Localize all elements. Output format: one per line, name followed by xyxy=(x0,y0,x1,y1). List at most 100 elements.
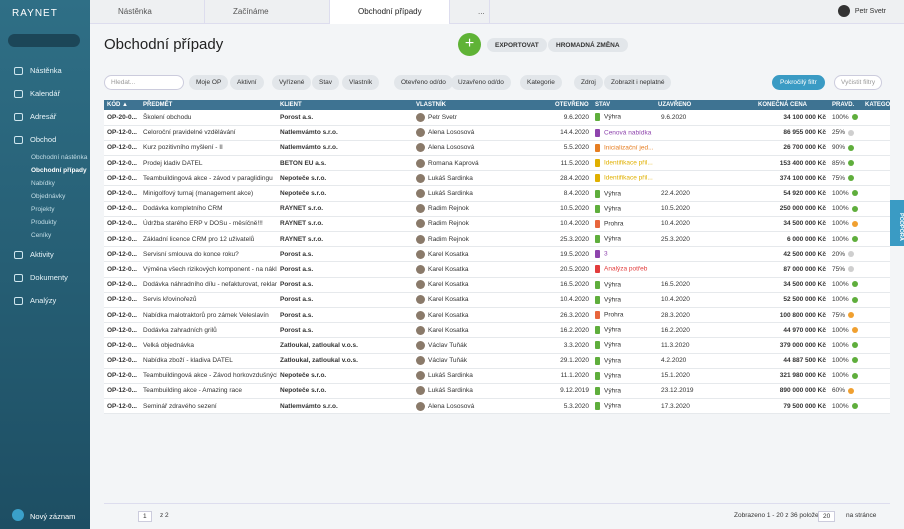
opened: 28.4.2020 xyxy=(552,170,592,187)
sub-item[interactable]: Ceníky xyxy=(31,232,52,239)
filter-chip[interactable]: Zobrazit i neplatné xyxy=(604,75,672,90)
prob-cell: 75% xyxy=(829,170,862,187)
sub-item[interactable]: Objednávky xyxy=(31,193,66,200)
support-tab[interactable]: PODPORA xyxy=(890,200,904,246)
row[interactable]: OP-12-0... Základní licence CRM pro 12 už… xyxy=(104,231,890,248)
probability: 100% xyxy=(832,357,849,365)
column-header[interactable]: KONEČNÁ CENA xyxy=(755,100,829,110)
owner: Alena Lososová xyxy=(428,144,475,152)
probability: 20% xyxy=(832,250,846,258)
row[interactable]: OP-12-0... Dodávka zahradních grilů Porost… xyxy=(104,322,890,339)
row[interactable]: OP-20-0... Školení obchodu Porost a.s. Petr… xyxy=(104,110,890,126)
clear-filters[interactable]: Vyčistit filtry xyxy=(834,75,883,90)
prob-cell: 100% xyxy=(829,110,862,126)
filter-chip[interactable]: Vyřízené xyxy=(272,75,312,90)
column-header[interactable]: PŘEDMĚT xyxy=(140,100,277,110)
filter-chip[interactable]: Uzavřeno od/do xyxy=(451,75,511,90)
bulk-button[interactable]: HROMADNÁ ZMĚNA xyxy=(548,38,628,52)
column-header[interactable]: VLASTNÍK xyxy=(413,100,552,110)
page-count: z 2 xyxy=(160,512,169,519)
export-button[interactable]: EXPORTOVAT xyxy=(487,38,547,52)
nav-item[interactable]: Analýzy xyxy=(14,296,56,305)
row[interactable]: OP-12-0... Celoroční pravidelné vzděláván… xyxy=(104,125,890,141)
filter-chip[interactable]: Otevřeno od/do xyxy=(394,75,453,90)
column-header[interactable]: STAV xyxy=(592,100,655,110)
add-button[interactable]: + xyxy=(458,33,481,56)
filter-chip[interactable]: Vlastník xyxy=(342,75,380,90)
column-header[interactable]: PRAVD. xyxy=(829,100,862,110)
search[interactable] xyxy=(8,34,80,47)
filter-bar: Hledat... Pokročilý filtr Vyčistit filtr… xyxy=(104,74,890,92)
column-header[interactable]: KLIENT xyxy=(277,100,413,110)
subject: Dodávka kompletního CRM xyxy=(140,201,277,217)
row[interactable]: OP-12-0... Servisní smlouva do konce roku… xyxy=(104,246,890,263)
nav-item[interactable]: Obchod xyxy=(14,135,56,144)
advanced-filter[interactable]: Pokročilý filtr xyxy=(772,75,825,90)
sub-item[interactable]: Obchodní případy xyxy=(31,167,87,174)
row[interactable]: OP-12-0... Dodávka kompletního CRM RAYNET … xyxy=(104,201,890,217)
tab[interactable]: Začínáme xyxy=(205,0,330,24)
status: Výhra xyxy=(604,402,621,410)
tab[interactable]: ... xyxy=(450,0,490,24)
closed: 23.12.2019 xyxy=(655,383,755,400)
owner-cell: Karel Kosatka xyxy=(413,322,552,339)
filter-search[interactable]: Hledat... xyxy=(104,75,184,90)
per-page[interactable]: 20 xyxy=(818,511,836,522)
closed xyxy=(655,246,755,263)
sub-item[interactable]: Nabídky xyxy=(31,180,55,187)
category xyxy=(862,231,890,248)
tab[interactable]: Obchodní případy xyxy=(330,0,450,24)
filter-chip[interactable]: Moje OP xyxy=(189,75,229,90)
row[interactable]: OP-12-0... Velká objednávka Zatloukal, zat… xyxy=(104,337,890,354)
row[interactable]: OP-12-0... Prodej kladiv DATEL BETON EU a.… xyxy=(104,155,890,172)
row[interactable]: OP-12-0... Teambuildingová akce - Závod h… xyxy=(104,368,890,384)
closed: 17.3.2020 xyxy=(655,398,755,415)
row[interactable]: OP-12-0... Minigolfový turnaj (management… xyxy=(104,185,890,202)
sub-item[interactable]: Produkty xyxy=(31,219,57,226)
prob-cell: 100% xyxy=(829,216,862,233)
nav-item[interactable]: Adresář xyxy=(14,112,56,121)
prob-dot xyxy=(851,235,858,242)
client: Porost a.s. xyxy=(277,277,413,293)
column-header[interactable]: OTEVŘENO xyxy=(552,100,592,110)
owner: Lukáš Sardinka xyxy=(428,387,473,395)
page-input[interactable]: 1 xyxy=(138,511,152,522)
row[interactable]: OP-12-0... Výměna všech rizikových kompon… xyxy=(104,261,890,278)
row[interactable]: OP-12-0... Údržba starého ERP v DOSu - mě… xyxy=(104,216,890,233)
probability: 75% xyxy=(832,174,846,182)
nav-item[interactable]: Dokumenty xyxy=(14,273,68,282)
sub-item[interactable]: Projekty xyxy=(31,206,55,213)
filter-chip[interactable]: Stav xyxy=(312,75,340,90)
tab[interactable]: Nástěnka xyxy=(90,0,205,24)
nav-item[interactable]: Aktivity xyxy=(14,250,54,259)
nav-item[interactable]: Nástěnka xyxy=(14,66,62,75)
row[interactable]: OP-12-0... Nabídka malotraktorů pro zámek… xyxy=(104,307,890,324)
status: Výhra xyxy=(604,357,621,365)
filter-chip[interactable]: Zdroj xyxy=(574,75,603,90)
column-header[interactable]: KATEGOR xyxy=(862,100,890,110)
prob-cell: 100% xyxy=(829,368,862,384)
filter-chip[interactable]: Kategorie xyxy=(520,75,562,90)
nav-item[interactable]: Kalendář xyxy=(14,89,60,98)
column-header[interactable]: KÓD ▲ xyxy=(104,100,140,110)
filter-chip[interactable]: Aktivní xyxy=(230,75,264,90)
user[interactable]: Petr Svetr xyxy=(854,8,886,15)
column-header[interactable]: UZAVŘENO xyxy=(655,100,755,110)
client: Porost a.s. xyxy=(277,307,413,324)
sub-item[interactable]: Obchodní nástěnka xyxy=(31,154,88,161)
code: OP-12-0... xyxy=(104,292,140,308)
row[interactable]: OP-12-0... Teambuildingová akce - závod v… xyxy=(104,170,890,187)
subject: Dodávka náhradního dílu - nefakturovat, … xyxy=(140,277,277,293)
row[interactable]: OP-12-0... Teambuilding akce - Amazing ra… xyxy=(104,383,890,400)
new-record[interactable]: Nový záznam xyxy=(30,512,76,521)
row[interactable]: OP-12-0... Kurz pozitivního myšlení - II N… xyxy=(104,140,890,157)
status-icon xyxy=(595,159,600,168)
row[interactable]: OP-12-0... Dodávka náhradního dílu - nefa… xyxy=(104,277,890,293)
row[interactable]: OP-12-0... Nabídka zboží - kladiva DATEL Z… xyxy=(104,353,890,369)
new-icon[interactable] xyxy=(12,509,24,521)
row[interactable]: OP-12-0... Servis křovinořezů Porost a.s. K… xyxy=(104,292,890,308)
row[interactable]: OP-12-0... Seminář zdravého sezení Natlemv… xyxy=(104,398,890,415)
owner-cell: Karel Kosatka xyxy=(413,277,552,293)
owner: Karel Kosatka xyxy=(428,281,469,289)
